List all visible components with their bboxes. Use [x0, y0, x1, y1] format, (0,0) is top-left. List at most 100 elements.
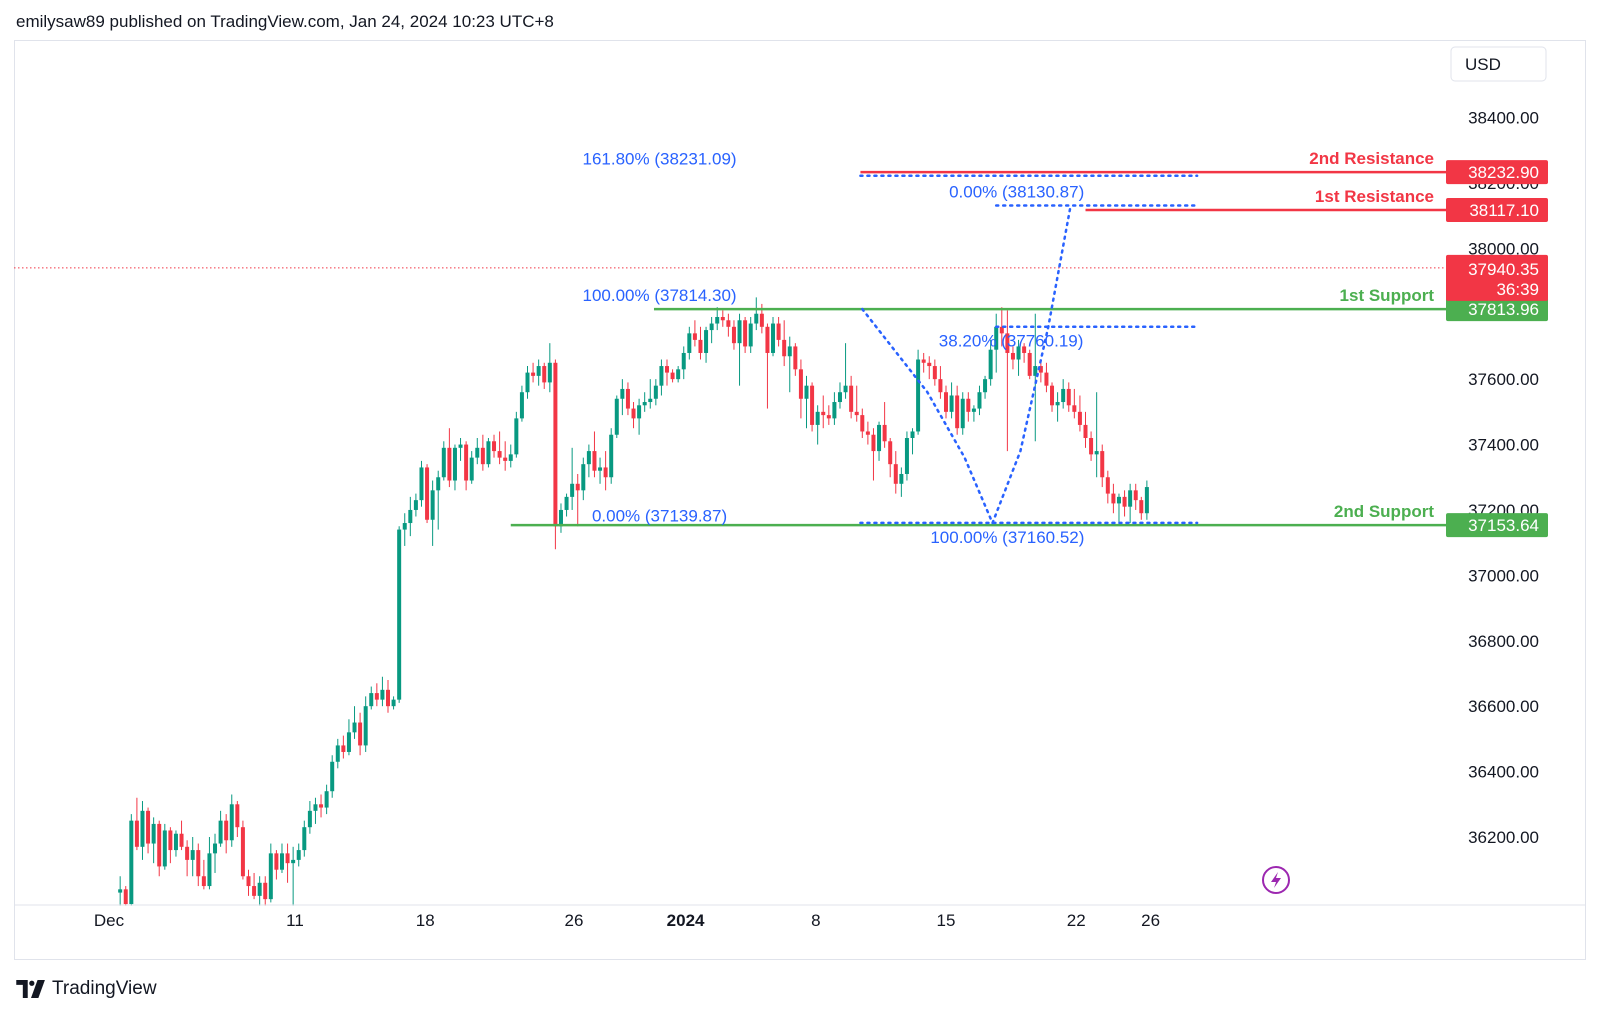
candle [196, 843, 201, 887]
candle-body [296, 850, 301, 860]
candle-body [519, 392, 524, 419]
tradingview-logo-icon [16, 980, 45, 998]
candle [1044, 362, 1049, 393]
level-name-label: 1st Support [1340, 286, 1435, 305]
candle [916, 349, 921, 435]
candle-body [146, 810, 151, 844]
candle-body [285, 853, 290, 864]
candle-body [1072, 405, 1077, 412]
candle [1122, 490, 1127, 517]
candle-body [748, 323, 753, 347]
x-tick-label: Dec [94, 911, 125, 930]
current-price-tag-bg [1446, 254, 1548, 301]
candle [146, 807, 151, 854]
level-price-tag-bg [1446, 160, 1548, 185]
candle [464, 441, 469, 491]
candle [430, 480, 435, 546]
candle-body [882, 424, 887, 442]
candle [324, 784, 329, 815]
candle-body [514, 418, 519, 455]
candle [782, 320, 787, 367]
candle-body [849, 385, 854, 412]
candle-body [1038, 366, 1043, 373]
candle-body [743, 320, 748, 347]
candle [352, 706, 357, 739]
candle-body [224, 820, 229, 841]
candle-body [536, 366, 541, 376]
candle [715, 307, 720, 331]
candle [235, 801, 240, 837]
candle-body [921, 359, 926, 363]
candle [960, 392, 965, 435]
candle-body [988, 349, 993, 380]
candle-body [447, 447, 452, 481]
candle-body [458, 444, 463, 448]
candle [397, 526, 402, 703]
candle [168, 827, 173, 864]
candle-body [263, 882, 268, 900]
candle [1144, 480, 1149, 520]
candle [893, 451, 898, 494]
candle [793, 343, 798, 376]
candle-body [363, 706, 368, 746]
candle [118, 876, 123, 906]
candle [307, 801, 312, 834]
candle-body [1066, 388, 1071, 406]
candle-body [1083, 424, 1088, 439]
candle-body [754, 313, 759, 324]
candle-body [625, 388, 630, 409]
candle [302, 820, 307, 857]
candle [1050, 382, 1055, 412]
candle [821, 395, 826, 429]
candle-body [910, 431, 915, 439]
candle-body [592, 451, 597, 471]
candle [363, 696, 368, 752]
candle-body [570, 483, 575, 497]
x-tick-label: 11 [286, 911, 304, 930]
candle-body [1089, 438, 1094, 455]
publish-header: emilysaw89 published on TradingView.com,… [16, 12, 554, 31]
candle [213, 833, 218, 873]
candle [346, 719, 351, 756]
candle [904, 431, 909, 481]
candle [570, 447, 575, 510]
candle-body [960, 398, 965, 429]
candle-body [994, 326, 999, 350]
candle [1005, 310, 1010, 452]
candle [977, 385, 982, 416]
tradingview-footer[interactable]: TradingView [16, 976, 157, 1002]
candle-body [983, 379, 988, 393]
candle-body [631, 408, 636, 419]
candle-body [759, 313, 764, 327]
misc-layer [1262, 866, 1290, 894]
candle [642, 392, 647, 412]
candle [129, 814, 134, 906]
candle-body [826, 415, 831, 419]
candle [441, 441, 446, 481]
candle [614, 395, 619, 439]
candle-body [904, 438, 909, 474]
candle-body [704, 330, 709, 353]
y-tick-label: 36800.00 [1468, 632, 1539, 651]
candle [815, 405, 820, 445]
candle-body [140, 810, 145, 847]
chart-frame[interactable] [14, 40, 1586, 960]
candle-body [731, 326, 736, 344]
candle [994, 313, 999, 373]
candle [358, 712, 363, 756]
candle-body [1100, 451, 1105, 478]
levels-layer: 2nd Resistance 1st Resistance 1st Support 2… [14, 149, 1447, 527]
candle [508, 444, 513, 468]
candle-body [419, 467, 424, 501]
candle [413, 493, 418, 517]
candlestick-chart[interactable]: 2nd Resistance 1st Resistance 1st Support 2… [0, 0, 1600, 970]
candle-body [1077, 411, 1082, 425]
candle [134, 797, 139, 851]
candle-body [837, 392, 842, 403]
candle-body [955, 395, 960, 429]
candle-body [1010, 352, 1015, 360]
candle [1077, 395, 1082, 432]
candle-body [1105, 477, 1110, 494]
candle [157, 820, 162, 877]
candle-body [877, 424, 882, 452]
